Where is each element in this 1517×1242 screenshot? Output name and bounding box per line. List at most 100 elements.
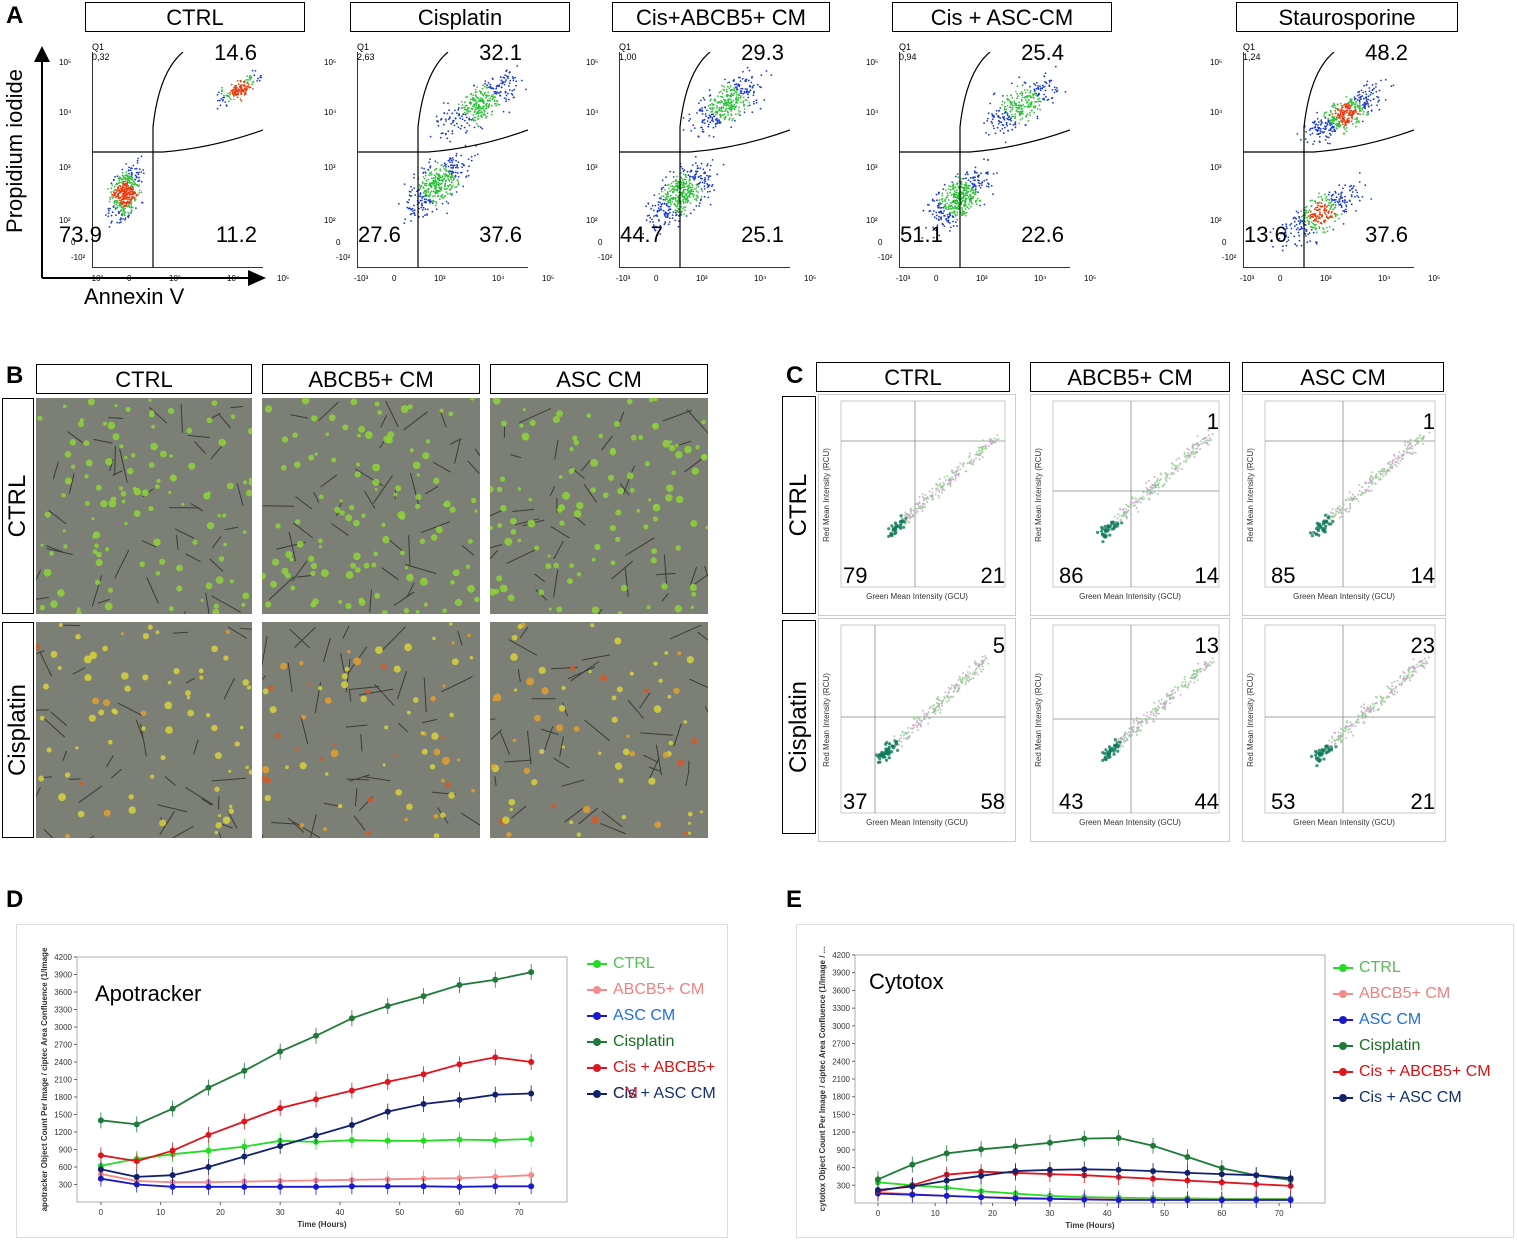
facs-event [509,82,511,84]
facs-event [1037,85,1039,87]
facs-event [1391,85,1393,87]
facs-event [115,214,117,216]
cell-stain [331,457,336,462]
facs-event [1326,206,1328,208]
facs-event [753,91,755,93]
cell-stain [108,740,113,745]
facs-event [1368,87,1370,89]
facs-event [490,86,492,88]
cell-stain [211,725,218,732]
facs-event [1352,102,1354,104]
cell-stain [65,834,70,838]
cell-stain [676,496,684,504]
facs-event [733,104,735,106]
facs-event [1055,89,1057,91]
facs-event [112,194,114,196]
facs-event [949,230,951,232]
cell-process [331,524,348,536]
facs-event [1343,104,1345,106]
cell-process [108,417,123,418]
cell-stain [325,697,332,704]
cell-process [555,440,558,459]
cell-stain [493,398,501,405]
facs-event [131,206,133,208]
facs-event [1052,89,1054,91]
cell-process [662,593,668,601]
panel-a-y-axis-label: Propidium iodide [2,66,28,236]
facs-event [683,214,685,216]
scatter-point [958,466,960,468]
facs-event [1317,206,1319,208]
facs-event [1327,217,1329,219]
facs-event [481,111,483,113]
cell-process [705,707,708,721]
facs-event [478,100,480,102]
cell-process [640,693,650,708]
cell-stain [159,820,166,827]
facs-event [438,175,440,177]
facs-event [691,191,693,193]
facs-event [667,202,669,204]
facs-event [1296,229,1298,231]
facs-event [1329,226,1331,228]
facs-event [1349,200,1351,202]
facs-event [512,76,514,78]
facs-event [506,95,508,97]
facs-event [504,97,506,99]
facs-lower-left-pct: 13.6 [1244,222,1287,248]
facs-event [739,114,741,116]
facs-event [1317,203,1319,205]
facs-event [473,114,475,116]
facs-event [715,119,717,121]
facs-event [728,108,730,110]
facs-event [109,226,111,228]
cell-stain [160,451,167,458]
facs-event [1051,80,1053,82]
facs-event [504,84,506,86]
facs-event [696,187,698,189]
facs-event [466,105,468,107]
facs-event [484,83,486,85]
facs-event [1309,240,1311,242]
facs-event [708,105,710,107]
facs-event [109,201,111,203]
scatter-point [990,439,992,441]
facs-event [1337,214,1339,216]
facs-event [1320,206,1322,208]
facs-event [130,185,132,187]
cell-process [147,577,159,603]
scatter-point [957,469,959,471]
cell-stain [296,747,299,750]
facs-event [696,184,698,186]
cell-stain [424,603,428,607]
facs-event [484,114,486,116]
facs-event [508,99,510,101]
cell-process [422,719,437,722]
facs-event [469,125,471,127]
facs-event [500,79,502,81]
facs-event [942,200,944,202]
cell-stain [556,606,562,612]
facs-event [1329,208,1331,210]
facs-event [465,114,467,116]
facs-event [255,70,257,72]
facs-event [739,111,741,113]
cell-stain [508,594,515,601]
facs-event [686,202,688,204]
facs-event [1036,82,1038,84]
facs-event [513,80,515,82]
facs-event [123,175,125,177]
cell-stain [608,475,614,481]
cell-stain [222,514,226,518]
scatter-point [902,526,905,529]
facs-event [505,98,507,100]
facs-event [476,123,478,125]
facs-event [428,196,430,198]
cell-stain [214,831,218,835]
cell-stain [57,589,65,597]
facs-event [472,94,474,96]
facs-event [980,172,982,174]
facs-event [488,106,490,108]
facs-event [668,206,670,208]
facs-event [646,219,648,221]
